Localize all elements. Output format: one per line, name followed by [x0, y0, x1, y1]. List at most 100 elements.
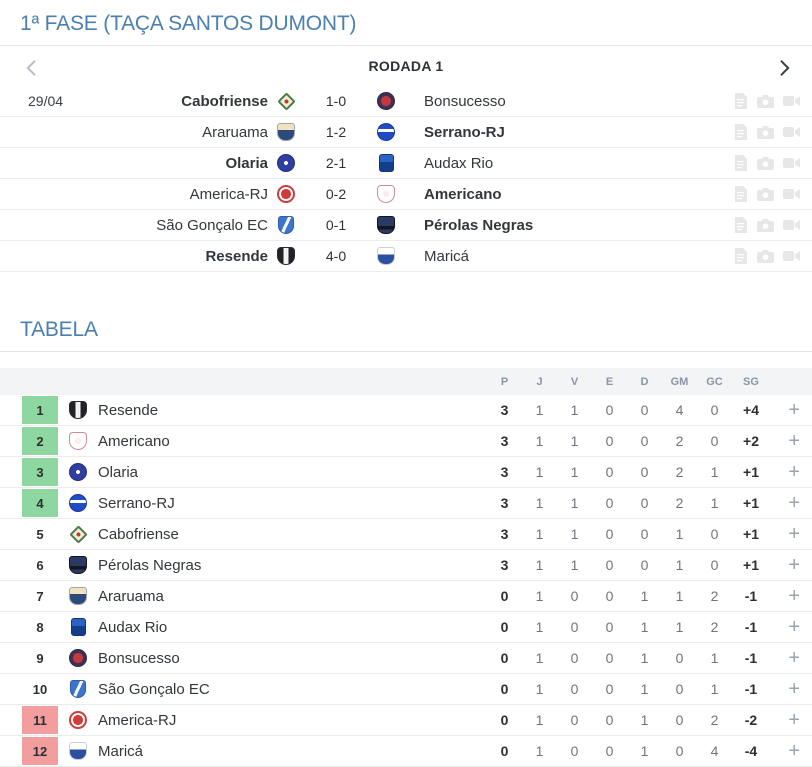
- stat-p: 3: [500, 433, 509, 449]
- stat-j: 1: [535, 433, 544, 449]
- standings-section: TABELA P J V E D GM GC SG 1 Resende 3 1 …: [0, 306, 812, 767]
- stat-e: 0: [605, 619, 614, 635]
- stat-sg: +1: [743, 557, 759, 573]
- next-round-button[interactable]: [770, 53, 798, 83]
- home-team-badge: [277, 185, 295, 203]
- stat-p: 3: [500, 495, 509, 511]
- away-team-badge: [377, 247, 395, 265]
- stat-d: 1: [640, 619, 649, 635]
- stat-d: 1: [640, 588, 649, 604]
- stat-e: 0: [605, 743, 614, 759]
- previous-round-button[interactable]: [18, 53, 46, 83]
- match-report-icon[interactable]: [734, 217, 747, 233]
- expand-row-button[interactable]: +: [770, 493, 800, 513]
- stat-j: 1: [535, 495, 544, 511]
- stat-d: 0: [640, 402, 649, 418]
- stat-sg: -1: [744, 588, 758, 604]
- match-report-icon[interactable]: [734, 124, 747, 140]
- video-icon[interactable]: [783, 188, 800, 200]
- away-team-badge: [377, 185, 395, 203]
- team-badge: [70, 618, 86, 636]
- home-team-badge: [277, 123, 295, 141]
- photos-icon[interactable]: [756, 94, 774, 108]
- table-row: 11 America-RJ 0 1 0 0 1 0 2 -2 +: [0, 705, 812, 736]
- stat-p: 0: [500, 588, 509, 604]
- match-row: 29/04 Cabofriense 1-0 Bonsucesso: [0, 86, 812, 117]
- stat-j: 1: [535, 588, 544, 604]
- expand-row-button[interactable]: +: [770, 431, 800, 451]
- column-header-sg: SG: [743, 375, 759, 388]
- stat-gc: 4: [710, 743, 719, 759]
- stat-p: 3: [500, 557, 509, 573]
- stat-sg: -4: [744, 743, 758, 759]
- photos-icon[interactable]: [756, 218, 774, 232]
- expand-row-button[interactable]: +: [770, 586, 800, 606]
- position-cell: 12: [22, 737, 58, 765]
- photos-icon[interactable]: [756, 187, 774, 201]
- expand-row-button[interactable]: +: [770, 524, 800, 544]
- away-team-name: Americano: [424, 185, 502, 203]
- stat-p: 3: [500, 526, 509, 542]
- table-row: 7 Araruama 0 1 0 0 1 1 2 -1 +: [0, 581, 812, 612]
- stat-j: 1: [535, 619, 544, 635]
- stat-v: 1: [570, 526, 579, 542]
- home-team-name: Olaria: [225, 154, 268, 172]
- expand-row-button[interactable]: +: [770, 555, 800, 575]
- photos-icon[interactable]: [756, 249, 774, 263]
- stat-p: 0: [500, 650, 509, 666]
- stat-gm: 1: [675, 557, 684, 573]
- stat-e: 0: [605, 464, 614, 480]
- expand-row-button[interactable]: +: [770, 617, 800, 637]
- video-icon[interactable]: [783, 219, 800, 231]
- standings-table: P J V E D GM GC SG 1 Resende 3 1 1 0 0 4…: [0, 368, 812, 767]
- stat-gm: 0: [675, 650, 684, 666]
- team-name: Audax Rio: [98, 618, 168, 636]
- video-icon[interactable]: [783, 157, 800, 169]
- away-team-name: Maricá: [424, 247, 470, 265]
- position-cell: 6: [36, 557, 44, 573]
- stat-sg: -1: [744, 650, 758, 666]
- table-row: 5 Cabofriense 3 1 1 0 0 1 0 +1 +: [0, 519, 812, 550]
- column-header-p: P: [500, 375, 509, 388]
- stat-v: 0: [570, 743, 579, 759]
- stat-gc: 1: [710, 495, 719, 511]
- stat-j: 1: [535, 464, 544, 480]
- team-badge: [69, 649, 87, 667]
- stat-v: 1: [570, 464, 579, 480]
- video-icon[interactable]: [783, 250, 800, 262]
- match-report-icon[interactable]: [734, 186, 747, 202]
- match-row: Araruama 1-2 Serrano-RJ: [0, 117, 812, 148]
- stat-p: 0: [500, 619, 509, 635]
- expand-row-button[interactable]: +: [770, 462, 800, 482]
- expand-row-button[interactable]: +: [770, 648, 800, 668]
- match-row: America-RJ 0-2 Americano: [0, 179, 812, 210]
- expand-row-button[interactable]: +: [770, 741, 800, 761]
- match-report-icon[interactable]: [734, 155, 747, 171]
- home-team-name: Cabofriense: [181, 92, 268, 110]
- video-icon[interactable]: [783, 95, 800, 107]
- standings-header-row: P J V E D GM GC SG: [0, 368, 812, 395]
- expand-row-button[interactable]: +: [770, 679, 800, 699]
- chevron-right-icon: [774, 60, 794, 82]
- stat-gc: 0: [710, 557, 719, 573]
- stat-e: 0: [605, 402, 614, 418]
- column-header-gc: GC: [706, 375, 723, 388]
- match-report-icon[interactable]: [734, 93, 747, 109]
- team-name: São Gonçalo EC: [98, 680, 210, 698]
- position-cell: 11: [22, 706, 58, 734]
- home-team-badge: [276, 91, 296, 111]
- stat-sg: +1: [743, 464, 759, 480]
- stat-gm: 2: [675, 433, 684, 449]
- stat-j: 1: [535, 743, 544, 759]
- stat-gm: 1: [675, 588, 684, 604]
- photos-icon[interactable]: [756, 125, 774, 139]
- match-report-icon[interactable]: [734, 248, 747, 264]
- video-icon[interactable]: [783, 126, 800, 138]
- team-name: Maricá: [98, 742, 144, 760]
- photos-icon[interactable]: [756, 156, 774, 170]
- expand-row-button[interactable]: +: [770, 710, 800, 730]
- match-score: 0-2: [325, 186, 347, 202]
- expand-row-button[interactable]: +: [770, 400, 800, 420]
- match-media-icons: [734, 155, 800, 171]
- stat-d: 1: [640, 650, 649, 666]
